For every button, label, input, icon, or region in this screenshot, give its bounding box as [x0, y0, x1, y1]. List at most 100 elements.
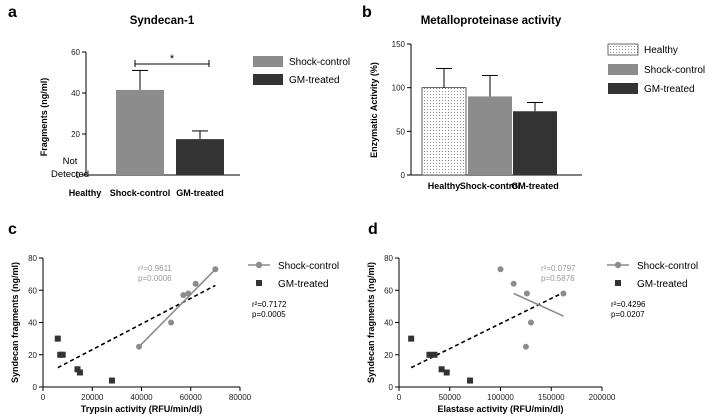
panel-b-bar-gm-treated	[513, 111, 557, 175]
panel-a-category-label: GM-treated	[176, 188, 224, 198]
panel-a-title: Syndecan-1	[130, 15, 195, 27]
panel-d-gm-treated-point	[408, 335, 415, 342]
panel-c-x-tick-label: 80000	[229, 393, 252, 402]
panel-c-shock-control-point	[168, 319, 175, 326]
panel-d-y-tick-label: 20	[384, 351, 393, 360]
panel-d-label: d	[368, 221, 378, 238]
panel-b-y-tick-label: 150	[392, 40, 406, 49]
panel-c-gm-treated-point	[54, 335, 61, 342]
panel-d-gm-r2: r²=0.4296	[611, 300, 646, 309]
legend-c-gm-label: GM-treated	[278, 279, 329, 290]
panel-c-y-tick-label: 60	[28, 286, 37, 295]
panel-d-gm-p: p=0.0207	[611, 310, 645, 319]
panel-b-title: Metalloproteinase activity	[421, 15, 562, 27]
panel-d-shock-r2: r²=0.0797	[541, 264, 576, 273]
panel-c-shock-control-point	[180, 292, 187, 299]
not-detected-line1: Not	[63, 156, 78, 167]
panel-b-category-label: GM-treated	[511, 181, 559, 191]
panel-c-shock-r2: r²=0.9611	[138, 264, 172, 273]
panel-d-shock-control-point	[510, 280, 517, 287]
panel-b-category-label: Shock-control	[460, 181, 521, 191]
panel-d-shock-control-point	[527, 319, 534, 326]
panel-a-bar-gm-treated	[176, 139, 224, 175]
legend-b-shock-control-swatch	[608, 64, 638, 75]
panel-c-x-label: Trypsin activity (RFU/min/dl)	[81, 404, 203, 414]
panel-d-shock-control-point	[522, 343, 529, 350]
panel-d-x-tick-label: 0	[397, 393, 402, 402]
panel-c-y-tick-label: 80	[28, 254, 37, 263]
panel-c-shock-control-point	[192, 280, 199, 287]
panel-d-y-tick-label: 80	[384, 254, 393, 263]
panel-b-y-label: Enzymatic Activity (%)	[369, 62, 379, 158]
significance-marker: *	[170, 53, 175, 65]
legend-c-shock-marker	[255, 261, 263, 269]
panel-d-shock-control-point	[497, 266, 504, 273]
panel-c-gm-treated-point	[76, 369, 83, 376]
legend-a-shock-control-swatch	[253, 56, 283, 67]
panel-b-bar-shock-control	[468, 96, 512, 175]
not-detected-line2: Detected	[51, 169, 89, 180]
legend-a-gm-treated-label: GM-treated	[289, 75, 340, 86]
panel-a-y-tick-label: 0	[76, 171, 81, 180]
legend-b-shock-control-label: Shock-control	[644, 65, 705, 76]
panel-c-shock-control-point	[212, 266, 219, 273]
legend-b-gm-treated-label: GM-treated	[644, 84, 695, 95]
panel-d-shock-fit-line	[513, 292, 564, 317]
legend-d-gm-label: GM-treated	[637, 279, 688, 290]
panel-b-category-label: Healthy	[428, 181, 461, 191]
panel-b-bar-healthy	[421, 87, 467, 176]
panel-c-label: c	[8, 221, 17, 238]
legend-b-gm-treated-swatch	[608, 83, 638, 94]
panel-a-y-tick-label: 40	[71, 89, 80, 98]
panel-d-y-tick-label: 40	[384, 319, 393, 328]
panel-d-gm-treated-point	[443, 369, 450, 376]
panel-a-y-tick-label: 20	[71, 130, 80, 139]
panel-d-shock-control-point	[560, 290, 567, 297]
panel-a-y-tick-label: 60	[71, 48, 80, 57]
panel-d-x-tick-label: 50000	[439, 393, 462, 402]
panel-d-gm-treated-point	[438, 366, 445, 373]
panel-a-category-label: Shock-control	[110, 188, 171, 198]
panel-d-gm-treated-point	[426, 351, 433, 358]
panel-b-y-tick-label: 50	[396, 127, 405, 136]
panel-b-y-tick-label: 100	[392, 84, 406, 93]
panel-d-y-tick-label: 60	[384, 286, 393, 295]
panel-c-gm-treated-point	[59, 351, 66, 358]
panel-d-shock-p: p=0.5876	[541, 274, 575, 283]
legend-c-gm-marker	[256, 280, 262, 286]
legend-d-shock-label: Shock-control	[637, 261, 698, 272]
panel-c-overall-fit-line	[57, 284, 216, 369]
panel-d-x-tick-label: 200000	[589, 393, 616, 402]
panel-c-x-tick-label: 20000	[81, 393, 104, 402]
panel-c-y-tick-label: 0	[33, 383, 38, 392]
panel-c-gm-treated-point	[108, 377, 115, 384]
legend-a-shock-control-label: Shock-control	[289, 57, 350, 68]
panel-c-shock-control-point	[136, 343, 143, 350]
panel-d-gm-treated-point	[431, 351, 438, 358]
panel-a-category-label: Healthy	[69, 188, 102, 198]
panel-c-y-tick-label: 20	[28, 351, 37, 360]
legend-a-gm-treated-swatch	[253, 74, 283, 85]
panel-d-x-tick-label: 150000	[538, 393, 565, 402]
panel-c-x-tick-label: 0	[41, 393, 46, 402]
panel-d-x-label: Elastase activity (RFU/min/dl)	[437, 404, 563, 414]
panel-c-x-tick-label: 60000	[180, 393, 203, 402]
legend-d-shock-marker	[614, 261, 622, 269]
panel-c-shock-p: p=0.0006	[138, 274, 172, 283]
panel-a-y-label: Fragments (ng/ml)	[39, 78, 49, 157]
panel-a-bar-shock-control	[116, 89, 164, 175]
legend-c-shock-label: Shock-control	[278, 261, 339, 272]
panel-d-shock-control-point	[523, 290, 530, 297]
legend-d-gm-marker	[615, 280, 621, 286]
panel-b-y-tick-label: 0	[401, 171, 406, 180]
legend-b-healthy-label: Healthy	[644, 45, 678, 56]
panel-c-gm-p: p=0.0005	[252, 310, 286, 319]
panel-d-y-label: Syndecan fragments (ng/ml)	[366, 262, 376, 383]
panel-c-shock-fit-line	[138, 268, 216, 348]
panel-c-gm-r2: r²=0.7172	[252, 300, 287, 309]
panel-a-label: a	[8, 4, 17, 21]
panel-c-y-tick-label: 40	[28, 319, 37, 328]
legend-b-healthy-swatch	[607, 43, 639, 56]
panel-d-gm-treated-point	[467, 377, 474, 384]
